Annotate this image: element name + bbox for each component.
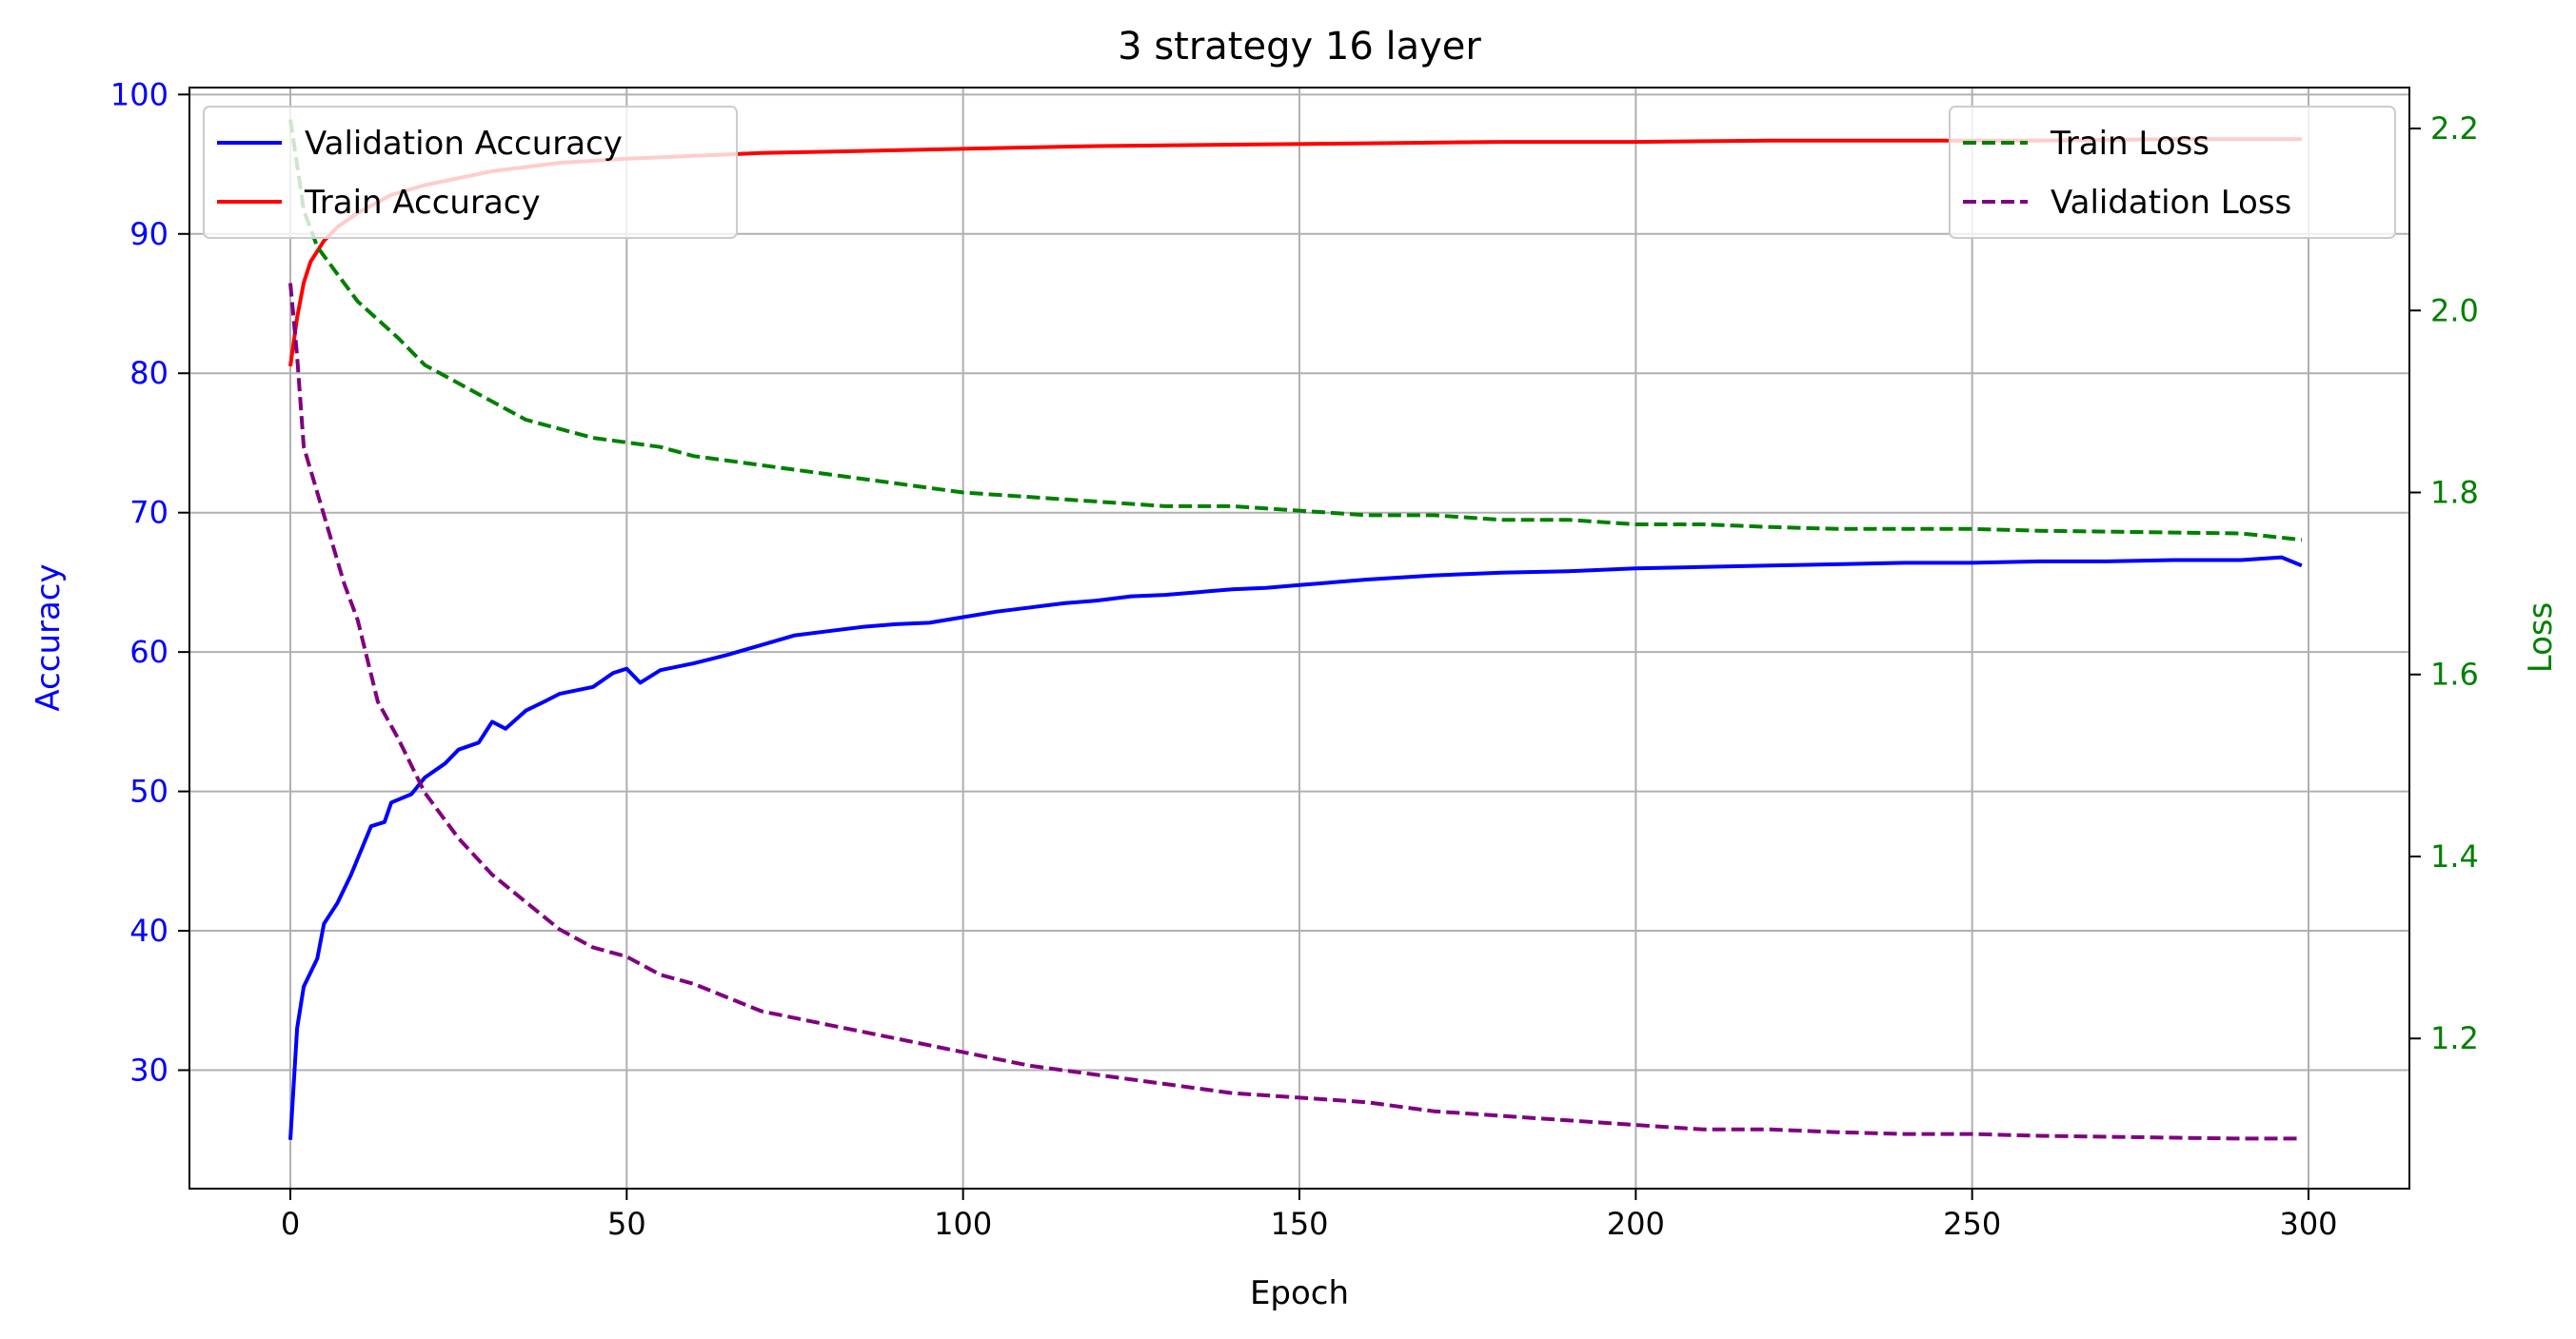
x-axis: 0 50 100 150 200 250 300 — [281, 1189, 2338, 1242]
y-left-tick-label: 90 — [129, 216, 168, 252]
legend-label: Validation Accuracy — [305, 125, 623, 163]
validation-accuracy-line — [288, 555, 2303, 1140]
y-left-tick-label: 100 — [110, 76, 168, 112]
y-axis-right: 1.2 1.4 1.6 1.8 2.0 2.2 — [2409, 110, 2479, 1056]
legend-label: Train Loss — [2050, 125, 2209, 163]
y-left-tick-label: 60 — [129, 634, 168, 670]
legend-label: Train Accuracy — [304, 184, 541, 222]
x-tick-label: 150 — [1270, 1206, 1328, 1242]
legend-label: Validation Loss — [2051, 184, 2291, 222]
x-tick-label: 100 — [934, 1206, 992, 1242]
y-left-tick-label: 40 — [129, 913, 168, 949]
y-right-tick-label: 1.6 — [2430, 657, 2479, 693]
x-tick-label: 50 — [607, 1206, 646, 1242]
y-left-tick-label: 50 — [129, 774, 168, 810]
y-right-tick-label: 1.2 — [2430, 1020, 2479, 1056]
chart-title: 3 strategy 16 layer — [1118, 25, 1481, 69]
y-axis-right-label: Loss — [2522, 602, 2560, 674]
x-tick-label: 250 — [1943, 1206, 2001, 1242]
y-left-tick-label: 70 — [129, 495, 168, 531]
y-left-tick-label: 80 — [129, 355, 168, 391]
legend-box — [1949, 106, 2396, 239]
x-axis-label: Epoch — [1250, 1274, 1349, 1312]
y-right-tick-label: 2.2 — [2430, 110, 2479, 147]
validation-loss-line — [288, 283, 2302, 1141]
y-axis-left-label: Accuracy — [30, 563, 68, 711]
x-tick-label: 200 — [1607, 1206, 1665, 1242]
y-axis-left: 30 40 50 60 70 80 90 100 — [110, 76, 189, 1089]
y-right-tick-label: 1.8 — [2430, 475, 2479, 511]
y-right-tick-label: 2.0 — [2430, 292, 2479, 328]
y-left-tick-label: 30 — [129, 1053, 168, 1089]
legend-accuracy: Validation Accuracy Train Accuracy — [203, 106, 738, 239]
y-right-tick-label: 1.4 — [2430, 838, 2479, 875]
legend-loss: Train Loss Validation Loss — [1949, 106, 2396, 239]
x-tick-label: 300 — [2279, 1206, 2337, 1242]
legend-box — [203, 106, 738, 239]
train-loss-line — [288, 119, 2303, 542]
x-tick-label: 0 — [281, 1206, 300, 1242]
